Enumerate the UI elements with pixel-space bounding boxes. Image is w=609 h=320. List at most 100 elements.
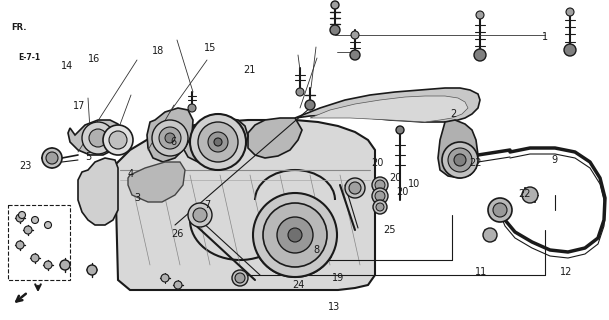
Circle shape	[87, 265, 97, 275]
Circle shape	[349, 182, 361, 194]
Text: 19: 19	[332, 273, 344, 284]
Circle shape	[372, 177, 388, 193]
Circle shape	[44, 261, 52, 269]
Text: 6: 6	[171, 137, 177, 148]
Polygon shape	[438, 120, 478, 178]
Text: 15: 15	[204, 43, 216, 53]
Circle shape	[44, 221, 52, 228]
Circle shape	[474, 49, 486, 61]
Circle shape	[263, 203, 327, 267]
Text: 5: 5	[85, 152, 91, 162]
Circle shape	[350, 50, 360, 60]
Circle shape	[483, 228, 497, 242]
Circle shape	[18, 212, 26, 219]
Circle shape	[165, 133, 175, 143]
Text: 3: 3	[134, 193, 140, 204]
Circle shape	[376, 203, 384, 211]
Polygon shape	[128, 162, 185, 202]
Circle shape	[396, 126, 404, 134]
Circle shape	[305, 100, 315, 110]
Text: 2: 2	[451, 108, 457, 119]
Circle shape	[31, 254, 39, 262]
Circle shape	[522, 187, 538, 203]
Circle shape	[42, 148, 62, 168]
Circle shape	[109, 131, 127, 149]
Text: 25: 25	[384, 225, 396, 236]
Circle shape	[32, 217, 38, 223]
Polygon shape	[183, 118, 248, 165]
Circle shape	[375, 180, 385, 190]
Text: 24: 24	[292, 280, 304, 290]
Circle shape	[253, 193, 337, 277]
Text: 17: 17	[73, 100, 85, 111]
Circle shape	[188, 104, 196, 112]
Circle shape	[190, 114, 246, 170]
Text: 14: 14	[61, 60, 73, 71]
Circle shape	[82, 122, 114, 154]
Text: 18: 18	[152, 46, 164, 56]
Circle shape	[24, 226, 32, 234]
Polygon shape	[310, 96, 468, 122]
Circle shape	[159, 127, 181, 149]
Text: 1: 1	[542, 32, 548, 42]
Circle shape	[493, 203, 507, 217]
Circle shape	[232, 270, 248, 286]
Text: 20: 20	[371, 158, 384, 168]
Circle shape	[330, 25, 340, 35]
Text: 22: 22	[519, 188, 531, 199]
Text: 8: 8	[314, 244, 320, 255]
Circle shape	[375, 191, 385, 201]
Text: 23: 23	[19, 161, 32, 172]
Circle shape	[488, 198, 512, 222]
Bar	[8, 205, 70, 280]
Circle shape	[564, 44, 576, 56]
Circle shape	[373, 200, 387, 214]
Text: 12: 12	[560, 267, 572, 277]
Text: 4: 4	[128, 169, 134, 180]
Circle shape	[566, 8, 574, 16]
Text: 9: 9	[551, 155, 557, 165]
Polygon shape	[78, 158, 118, 225]
Circle shape	[372, 188, 388, 204]
Circle shape	[161, 274, 169, 282]
Circle shape	[16, 241, 24, 249]
Text: 16: 16	[88, 54, 100, 64]
Circle shape	[331, 1, 339, 9]
Polygon shape	[115, 120, 375, 290]
Polygon shape	[68, 120, 122, 155]
Circle shape	[288, 228, 302, 242]
Circle shape	[188, 203, 212, 227]
Circle shape	[16, 214, 24, 222]
Circle shape	[235, 273, 245, 283]
Circle shape	[60, 260, 70, 270]
Text: 13: 13	[328, 302, 340, 312]
Circle shape	[442, 142, 478, 178]
Circle shape	[198, 122, 238, 162]
Circle shape	[152, 120, 188, 156]
Text: FR.: FR.	[12, 23, 27, 32]
Circle shape	[193, 208, 207, 222]
Text: 20: 20	[396, 187, 408, 197]
Text: E-7-1: E-7-1	[18, 53, 40, 62]
Text: 26: 26	[172, 228, 184, 239]
Text: 20: 20	[390, 172, 402, 183]
Text: 11: 11	[475, 267, 487, 277]
Circle shape	[476, 11, 484, 19]
Polygon shape	[295, 88, 480, 122]
Circle shape	[174, 281, 182, 289]
Text: 21: 21	[244, 65, 256, 76]
Text: 10: 10	[408, 179, 420, 189]
Polygon shape	[147, 108, 193, 162]
Text: 7: 7	[204, 200, 210, 210]
Circle shape	[454, 154, 466, 166]
Circle shape	[345, 178, 365, 198]
Circle shape	[208, 132, 228, 152]
Circle shape	[448, 148, 472, 172]
Circle shape	[214, 138, 222, 146]
Circle shape	[103, 125, 133, 155]
Circle shape	[46, 152, 58, 164]
Circle shape	[277, 217, 313, 253]
Text: 22: 22	[469, 158, 481, 168]
Circle shape	[89, 129, 107, 147]
Polygon shape	[248, 118, 302, 158]
